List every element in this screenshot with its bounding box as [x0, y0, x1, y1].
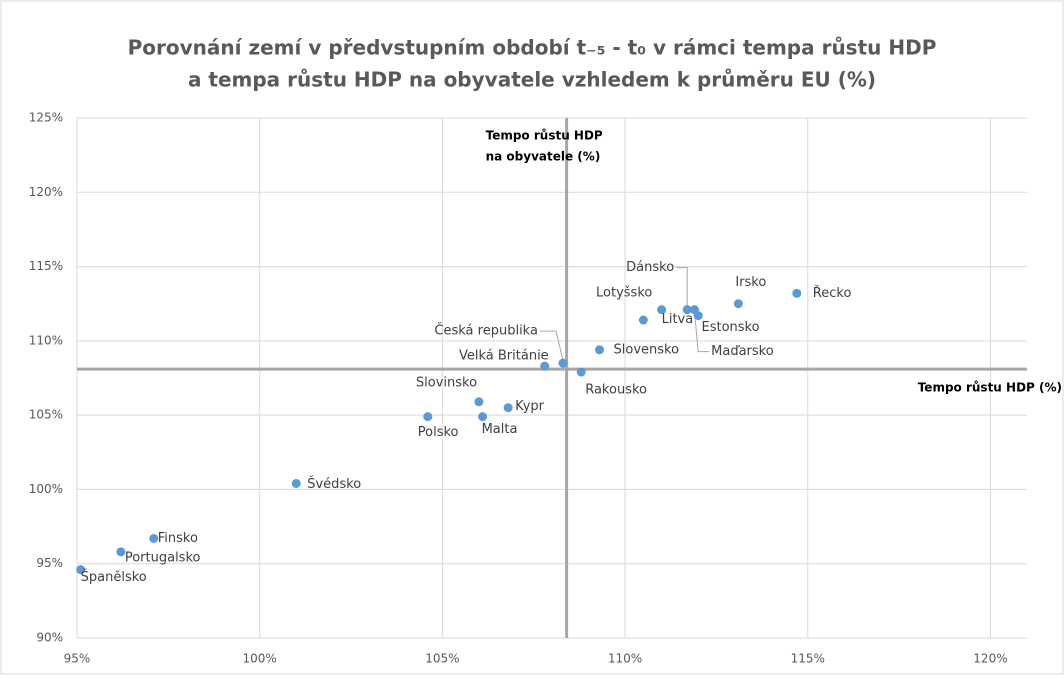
point: [423, 412, 433, 422]
annotation: Tempo růstu HDP (%): [918, 381, 1062, 395]
leader-line: [676, 267, 688, 306]
x-tick-label: 95%: [64, 652, 91, 666]
point: [690, 305, 699, 315]
y-tick-label: 105%: [29, 408, 63, 422]
point-label: Slovensko: [614, 342, 680, 357]
point: [478, 412, 488, 422]
point: [76, 565, 86, 575]
leader-line: [539, 330, 564, 361]
point: [657, 305, 667, 315]
point-label: Rakousko: [585, 383, 647, 398]
point-label: Estonsko: [702, 320, 760, 335]
chart-title: a tempa růstu HDP na obyvatele vzhledem …: [188, 68, 876, 92]
y-tick-label: 100%: [29, 482, 63, 496]
point: [682, 305, 692, 315]
point-label: Litva: [662, 312, 694, 327]
point: [792, 288, 802, 298]
point-label: Finsko: [158, 531, 198, 546]
point: [576, 367, 586, 377]
annotation: Tempo růstu HDP: [486, 129, 603, 143]
point-label: Lotyšsko: [596, 286, 652, 301]
point-label: Irsko: [735, 275, 766, 290]
y-tick-label: 90%: [36, 631, 63, 645]
chart-title: Porovnání zemí v předvstupním období t₋₅…: [128, 36, 937, 60]
point: [540, 361, 550, 371]
leader-line: [694, 318, 710, 353]
point-label: Dánsko: [626, 260, 674, 275]
x-tick-label: 120%: [973, 652, 1007, 666]
point-label: Velká Británie: [459, 349, 549, 364]
x-tick-label: 100%: [243, 652, 277, 666]
y-tick-label: 115%: [29, 259, 63, 273]
point-label: Portugalsko: [125, 550, 201, 565]
x-tick-label: 110%: [608, 652, 642, 666]
point: [733, 299, 743, 309]
point: [149, 533, 159, 543]
point: [474, 397, 484, 407]
point: [116, 547, 126, 557]
y-tick-label: 95%: [36, 556, 63, 570]
point: [595, 345, 604, 355]
point: [291, 478, 301, 488]
point-label: Řecko: [813, 285, 852, 301]
point: [503, 403, 513, 413]
x-tick-label: 115%: [791, 652, 825, 666]
y-tick-label: 120%: [29, 185, 63, 199]
point-label: Slovinsko: [416, 375, 477, 390]
point: [638, 315, 648, 325]
point-label: Kypr: [515, 399, 545, 414]
y-tick-label: 125%: [29, 111, 63, 125]
point-label: Česká republika: [434, 323, 538, 339]
y-tick-label: 110%: [29, 333, 63, 347]
annotation: na obyvatele (%): [486, 150, 601, 164]
point-label: Malta: [482, 422, 518, 437]
x-tick-label: 105%: [425, 652, 459, 666]
point-label: Švédsko: [307, 476, 361, 492]
point-label: Španělsko: [81, 569, 147, 585]
point-label: Maďarsko: [711, 344, 774, 359]
point: [558, 358, 568, 368]
point-label: Polsko: [418, 425, 459, 440]
